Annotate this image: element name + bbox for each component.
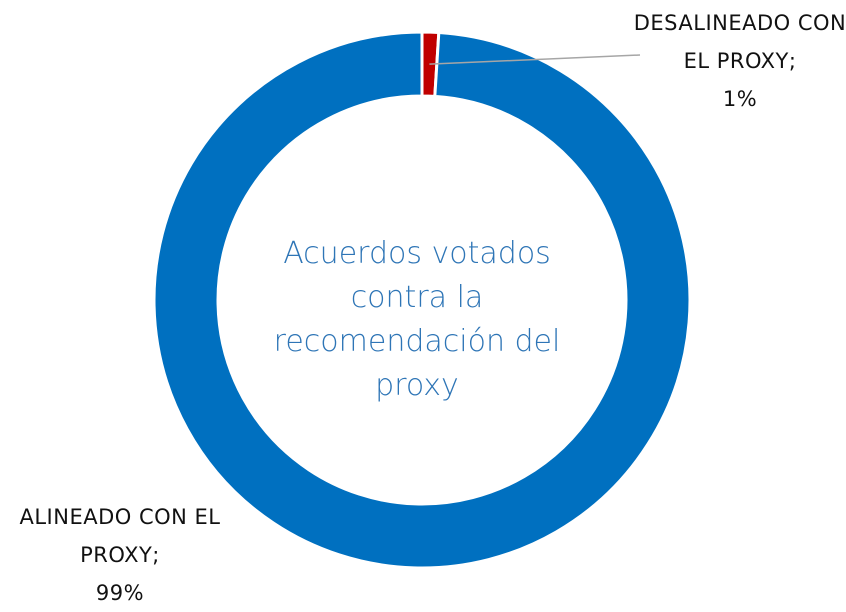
donut-slice — [152, 30, 692, 570]
chart: Acuerdos votados contra la recomendación… — [19, 4, 846, 605]
value-label: 1% — [722, 87, 758, 111]
value-label: 99% — [95, 581, 145, 605]
slice-label: DESALINEADO CON EL PROXY; 1% — [630, 4, 846, 118]
chart-title: Acuerdos votados contra la recomendación… — [273, 236, 561, 403]
leader-line — [429, 54, 641, 65]
category-label: DESALINEADO CON EL PROXY; — [633, 11, 846, 73]
category-label: ALINEADO CON EL PROXY; — [19, 505, 221, 567]
slice-label: ALINEADO CON EL PROXY; 99% — [10, 498, 230, 612]
donut-chart — [152, 30, 692, 570]
